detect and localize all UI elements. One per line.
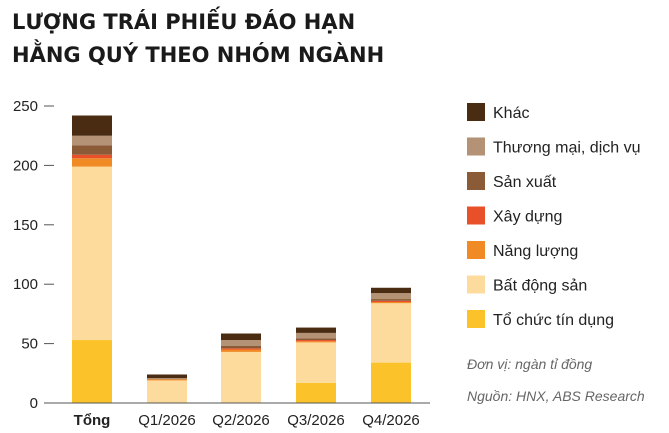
y-tick-label: 50	[21, 336, 38, 353]
bar-segment	[371, 300, 411, 303]
legend-label: Bất động sản	[493, 278, 587, 295]
bar-segment	[147, 374, 187, 379]
bar-segment	[221, 351, 261, 403]
bar-segment	[296, 342, 336, 383]
x-axis-labels: Tổng Q1/2026 Q2/2026 Q3/2026 Q4/2026	[74, 412, 420, 429]
x-tick-label: Q1/2026	[138, 412, 196, 429]
legend-swatch	[467, 172, 485, 190]
bar-segment	[296, 340, 336, 342]
bar-segment	[221, 340, 261, 346]
bar-segment	[371, 303, 411, 363]
bar-segment	[147, 379, 187, 381]
bar-segment	[221, 345, 261, 349]
y-tick-label: 100	[13, 276, 38, 293]
legend-swatch	[467, 103, 485, 121]
bars	[72, 115, 411, 403]
bar-segment	[296, 332, 336, 339]
bar-segment	[147, 378, 187, 380]
bar-segment	[221, 333, 261, 341]
legend-label: Năng lượng	[493, 243, 578, 260]
chart-title-line-2: HẰNG QUÝ THEO NHÓM NGÀNH	[12, 39, 384, 67]
bar-segment	[147, 380, 187, 403]
bar-segment	[72, 115, 112, 136]
bar-segment	[72, 145, 112, 155]
chart-title-line-1: LƯỢNG TRÁI PHIẾU ĐÁO HẠN	[12, 6, 355, 34]
bar-segment	[72, 154, 112, 159]
bar-segment	[72, 166, 112, 341]
legend-swatch	[467, 206, 485, 225]
legend-swatch	[467, 241, 485, 259]
x-tick-label: Tổng	[74, 412, 111, 429]
legend-label: Thương mại, dịch vụ	[493, 140, 640, 157]
legend-label: Khác	[493, 105, 529, 122]
bar-segment	[72, 158, 112, 167]
bar-segment	[371, 302, 411, 304]
bar-segment	[296, 341, 336, 343]
legend: Khác Thương mại, dịch vụ Sản xuất Xây dựng N…	[467, 103, 640, 329]
bar-segment	[221, 349, 261, 352]
bar-segment	[221, 348, 261, 350]
x-tick-label: Q3/2026	[287, 412, 345, 429]
legend-swatch	[467, 137, 485, 156]
bar-segment	[371, 362, 411, 403]
legend-swatch	[467, 275, 485, 294]
bar-segment	[72, 135, 112, 146]
legend-swatch	[467, 310, 485, 328]
y-tick-label: 200	[13, 157, 38, 174]
bar-segment	[296, 338, 336, 341]
x-tick-label: Q4/2026	[362, 412, 420, 429]
bar-segment	[371, 293, 411, 300]
y-tick-label: 250	[13, 98, 38, 115]
y-tick-label: 0	[30, 395, 38, 412]
y-tick-label: 150	[13, 217, 38, 234]
bar-segment	[371, 299, 411, 301]
bar-segment	[72, 340, 112, 403]
legend-label: Sản xuất	[493, 174, 557, 191]
bar-segment	[147, 378, 187, 379]
bar-segment	[296, 327, 336, 333]
bar-segment	[296, 382, 336, 403]
x-tick-label: Q2/2026	[212, 412, 270, 429]
y-axis: 0 50 100 150 200 250	[13, 98, 54, 412]
legend-label: Tổ chức tín dụng	[493, 311, 614, 329]
unit-note: Đơn vị: ngàn tỉ đồng	[467, 356, 592, 372]
bar-segment	[371, 287, 411, 294]
legend-label: Xây dựng	[493, 209, 562, 226]
source-note: Nguồn: HNX, ABS Research	[467, 388, 645, 404]
